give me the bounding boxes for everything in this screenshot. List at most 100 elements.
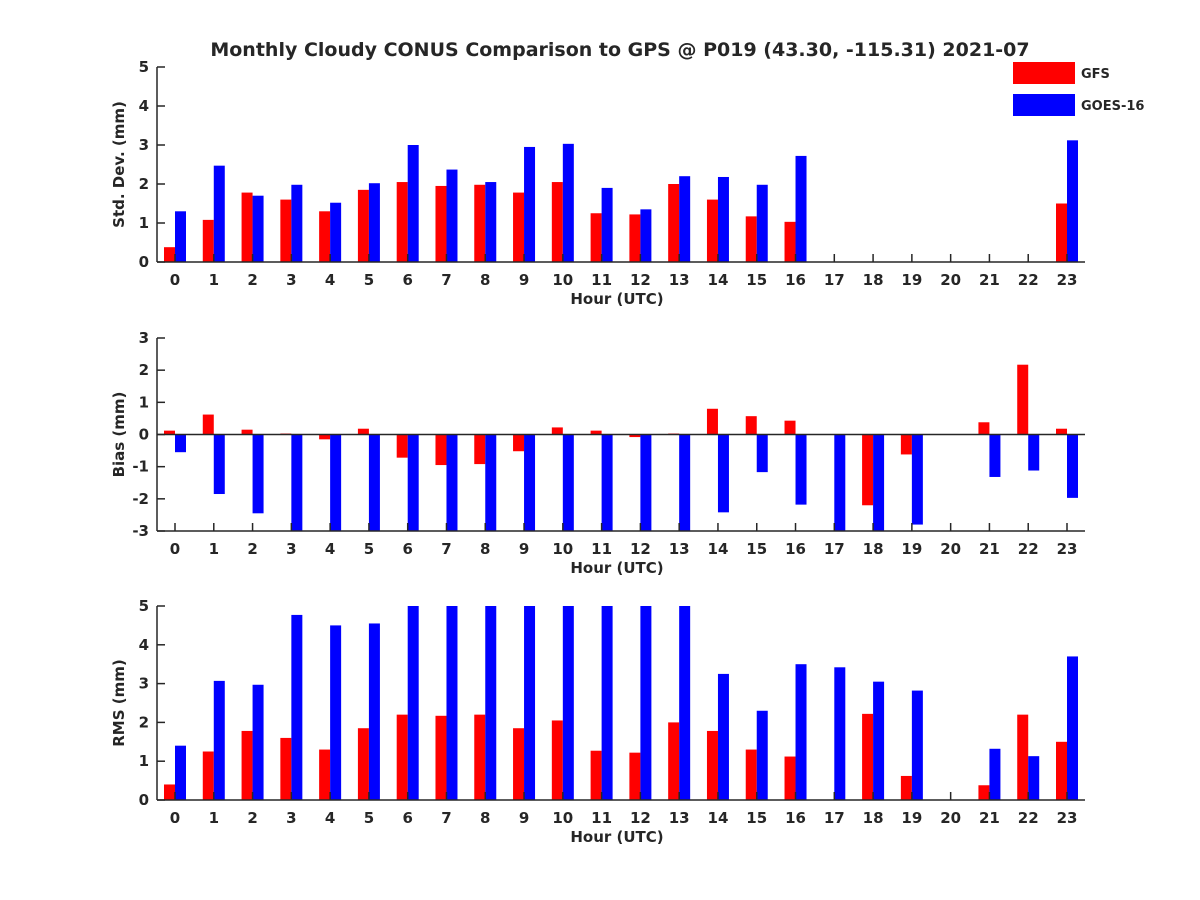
bar-goes-16-hour-6 [407, 606, 419, 800]
bar-gfs-hour-18 [862, 713, 874, 800]
bar-goes-16-hour-13 [679, 606, 691, 800]
bar-goes-16-hour-5 [368, 623, 380, 800]
x-tick-label: 15 [746, 540, 767, 558]
x-tick-label: 0 [170, 809, 180, 827]
bar-goes-16-hour-9 [524, 606, 536, 800]
bar-goes-16-hour-5 [368, 434, 380, 531]
bar-gfs-hour-2 [241, 192, 253, 262]
bar-goes-16-hour-3 [291, 614, 303, 800]
bar-goes-16-hour-4 [330, 202, 342, 262]
x-tick-label: 4 [325, 809, 335, 827]
bar-goes-16-hour-21 [989, 434, 1001, 477]
bar-gfs-hour-4 [319, 749, 331, 800]
legend-swatch-goes-16 [1013, 94, 1075, 116]
x-tick-label: 12 [630, 540, 651, 558]
x-tick-label: 18 [863, 809, 884, 827]
bar-goes-16-hour-14 [717, 434, 729, 513]
y-tick-label: 1 [139, 214, 149, 232]
chart-title: Monthly Cloudy CONUS Comparison to GPS @… [210, 39, 1029, 61]
bar-gfs-hour-22 [1017, 714, 1029, 800]
bar-goes-16-hour-18 [873, 434, 885, 531]
x-tick-label: 5 [364, 540, 374, 558]
bar-goes-16-hour-16 [795, 664, 807, 800]
x-tick-label: 8 [480, 809, 490, 827]
bar-goes-16-hour-5 [368, 183, 380, 262]
bar-gfs-hour-14 [706, 408, 718, 435]
bar-gfs-hour-1 [202, 219, 214, 262]
bar-gfs-hour-15 [745, 749, 757, 800]
x-tick-label: 11 [591, 271, 612, 289]
bar-goes-16-hour-3 [291, 184, 303, 262]
x-tick-label: 2 [247, 809, 257, 827]
bar-gfs-hour-3 [280, 199, 292, 262]
y-tick-label: 3 [139, 136, 149, 154]
x-tick-label: 3 [286, 540, 296, 558]
bar-goes-16-hour-15 [756, 184, 768, 262]
bar-goes-16-hour-8 [485, 606, 497, 800]
x-axis-label: Hour (UTC) [570, 290, 663, 308]
x-tick-label: 14 [708, 809, 729, 827]
x-tick-label: 17 [824, 271, 845, 289]
bar-gfs-hour-11 [590, 430, 602, 435]
bar-goes-16-hour-1 [213, 434, 225, 495]
legend-label: GFS [1081, 67, 1110, 82]
bar-gfs-hour-13 [668, 184, 680, 262]
x-tick-label: 6 [402, 271, 412, 289]
bar-goes-16-hour-1 [213, 165, 225, 262]
bar-goes-16-hour-7 [446, 169, 458, 262]
bar-gfs-hour-14 [706, 199, 718, 262]
y-tick-label: 1 [139, 752, 149, 770]
bar-gfs-hour-22 [1017, 364, 1029, 435]
x-tick-label: 9 [519, 540, 529, 558]
bar-goes-16-hour-19 [911, 690, 923, 800]
bar-gfs-hour-5 [357, 428, 369, 435]
x-tick-label: 16 [785, 540, 806, 558]
bar-goes-16-hour-14 [717, 176, 729, 262]
bar-gfs-hour-19 [900, 775, 912, 800]
bar-goes-16-hour-9 [524, 146, 536, 262]
bar-gfs-hour-13 [668, 722, 680, 800]
x-tick-label: 13 [669, 271, 690, 289]
x-tick-label: 7 [441, 809, 451, 827]
bar-goes-16-hour-7 [446, 606, 458, 800]
bar-gfs-hour-9 [513, 434, 525, 452]
x-tick-label: 2 [247, 271, 257, 289]
bar-gfs-hour-15 [745, 216, 757, 262]
bar-goes-16-hour-3 [291, 434, 303, 531]
y-tick-label: 4 [139, 636, 149, 654]
bar-goes-16-hour-4 [330, 434, 342, 531]
x-tick-label: 6 [402, 540, 412, 558]
legend-label: GOES-16 [1081, 99, 1144, 114]
x-tick-label: 5 [364, 271, 374, 289]
y-tick-label: 5 [139, 597, 149, 615]
x-tick-label: 4 [325, 271, 335, 289]
bar-gfs-hour-16 [784, 221, 796, 262]
x-tick-label: 23 [1057, 809, 1078, 827]
bar-gfs-hour-10 [551, 182, 563, 262]
y-tick-label: 0 [139, 791, 149, 809]
x-tick-label: 23 [1057, 271, 1078, 289]
bar-gfs-hour-4 [319, 434, 331, 440]
y-tick-label: 5 [139, 58, 149, 76]
bar-goes-16-hour-21 [989, 748, 1001, 800]
x-tick-label: 4 [325, 540, 335, 558]
x-tick-label: 6 [402, 809, 412, 827]
x-tick-label: 8 [480, 540, 490, 558]
x-tick-label: 16 [785, 271, 806, 289]
y-tick-label: 0 [139, 426, 149, 444]
bar-goes-16-hour-15 [756, 710, 768, 800]
bar-gfs-hour-0 [164, 247, 175, 262]
bar-goes-16-hour-1 [213, 680, 225, 800]
bar-gfs-hour-2 [241, 429, 253, 435]
bar-goes-16-hour-15 [756, 434, 768, 473]
bar-goes-16-hour-11 [601, 434, 613, 531]
y-tick-label: -3 [132, 522, 149, 540]
y-tick-label: -2 [132, 490, 149, 508]
x-tick-label: 3 [286, 271, 296, 289]
x-tick-label: 15 [746, 271, 767, 289]
bar-goes-16-hour-22 [1028, 434, 1040, 471]
bar-goes-16-hour-9 [524, 434, 536, 531]
bar-gfs-hour-1 [202, 751, 214, 800]
